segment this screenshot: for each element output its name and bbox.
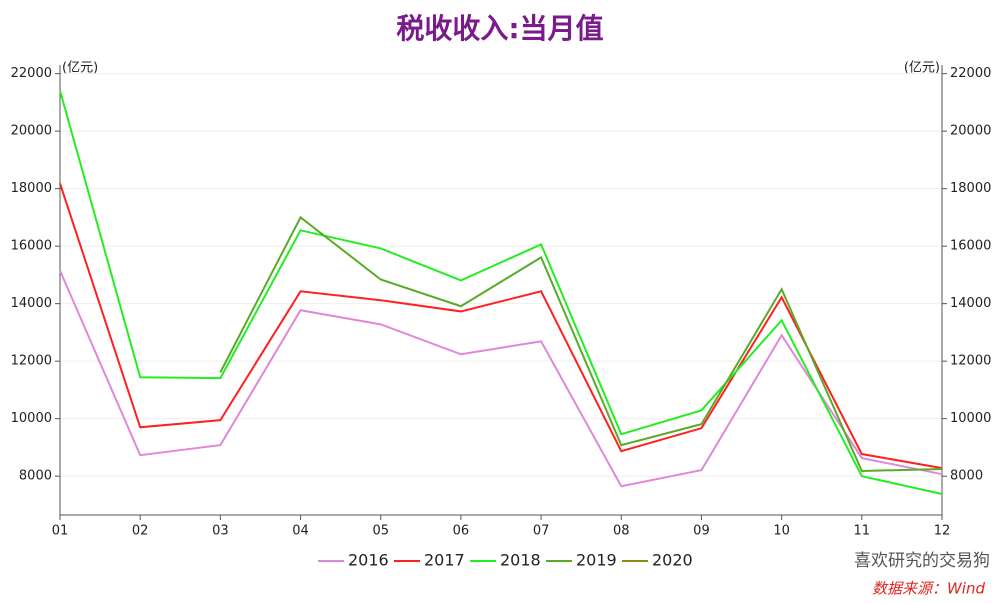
y2-tick-label: 8000 (950, 469, 983, 484)
chart-title: 税收收入:当月值 (396, 12, 603, 45)
x-tick-label: 06 (453, 524, 470, 539)
y2-tick-label: 12000 (950, 354, 991, 369)
x-tick-label: 07 (533, 524, 550, 539)
y-tick-label: 16000 (11, 239, 52, 254)
y2-tick-label: 18000 (950, 181, 991, 196)
watermark: 喜欢研究的交易狗 (854, 551, 990, 571)
legend-text: 2018 (500, 551, 541, 570)
x-tick-label: 01 (52, 524, 69, 539)
y-tick-label: 10000 (11, 411, 52, 426)
y-axis-label: (亿元) (62, 61, 98, 76)
y-tick-label: 8000 (19, 469, 52, 484)
x-tick-label: 05 (372, 524, 389, 539)
legend-text: 2019 (576, 551, 617, 570)
x-tick-label: 12 (934, 524, 951, 539)
x-tick-label: 04 (292, 524, 309, 539)
y2-tick-label: 20000 (950, 124, 991, 139)
series-line (59, 270, 943, 488)
series-line (59, 90, 943, 495)
x-tick-label: 09 (693, 524, 710, 539)
y-tick-label: 22000 (11, 66, 52, 81)
y-tick-label: 14000 (11, 296, 52, 311)
series-line (59, 183, 943, 470)
legend-text: 2017 (424, 551, 465, 570)
y2-tick-label: 16000 (950, 239, 991, 254)
y2-tick-label: 22000 (950, 66, 991, 81)
y-tick-label: 12000 (11, 354, 52, 369)
y2-axis-label: (亿元) (904, 61, 940, 76)
y2-tick-label: 14000 (950, 296, 991, 311)
x-tick-label: 02 (132, 524, 149, 539)
x-tick-label: 11 (854, 524, 871, 539)
y-tick-label: 20000 (11, 124, 52, 139)
x-tick-label: 03 (212, 524, 229, 539)
legend-text: 2020 (652, 551, 693, 570)
x-tick-label: 08 (613, 524, 630, 539)
legend-text: 2016 (348, 551, 389, 570)
source: 数据来源：Wind (872, 580, 986, 598)
y-tick-label: 18000 (11, 181, 52, 196)
series-line (219, 215, 943, 473)
y2-tick-label: 10000 (950, 411, 991, 426)
x-tick-label: 10 (773, 524, 790, 539)
